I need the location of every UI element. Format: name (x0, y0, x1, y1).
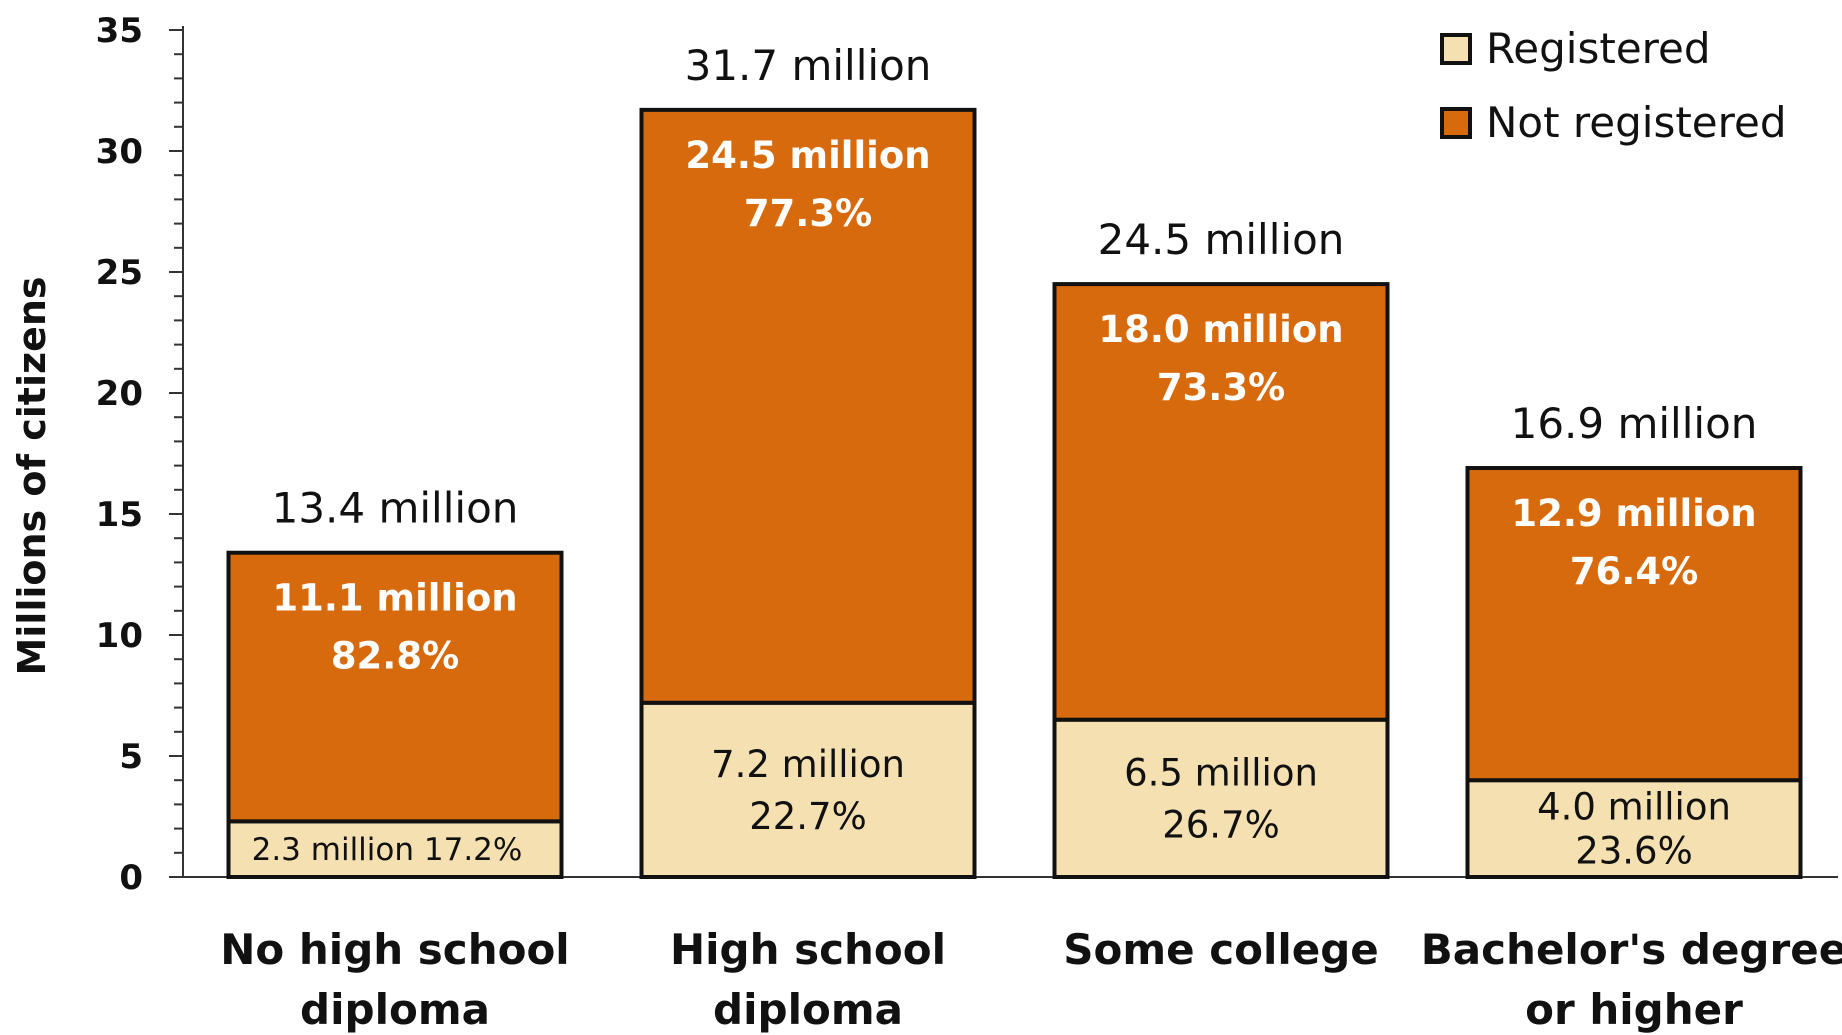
not-registered-data-label: 11.1 million (272, 577, 517, 620)
x-category-label: diploma (300, 985, 490, 1034)
x-category-label: or higher (1525, 985, 1743, 1034)
y-tick-label: 0 (119, 858, 143, 898)
not-registered-data-label: 12.9 million (1511, 492, 1756, 535)
not-registered-data-label: 73.3% (1157, 366, 1285, 409)
x-category-label: Some college (1063, 925, 1379, 974)
legend: Registered Not registered (1440, 24, 1786, 147)
registered-data-label: 26.7% (1162, 803, 1280, 846)
bar-registered (1052, 717, 1390, 880)
registered-data-label: 7.2 million (711, 743, 905, 786)
total-label: 24.5 million (1098, 215, 1345, 264)
y-tick-label: 10 (96, 616, 143, 656)
registered-data-label: 4.0 million (1537, 786, 1731, 829)
x-category-label: diploma (713, 985, 903, 1034)
registered-data-label: 22.7% (749, 795, 867, 838)
registered-data-label: 23.6% (1575, 830, 1693, 873)
bars-layer (226, 107, 1803, 880)
not-registered-data-label: 77.3% (744, 192, 872, 235)
not-registered-data-label: 24.5 million (685, 134, 930, 177)
not-registered-data-label: 82.8% (331, 635, 459, 678)
x-category-label: Bachelor's degree (1421, 925, 1842, 974)
registered-data-label: 6.5 million (1124, 751, 1318, 794)
legend-label: Not registered (1486, 98, 1786, 147)
legend-label: Registered (1486, 24, 1711, 73)
y-tick-label: 20 (96, 374, 143, 414)
bar-not-registered (1465, 466, 1803, 783)
total-label: 31.7 million (685, 41, 932, 90)
y-tick-label: 35 (96, 11, 143, 51)
registered-data-label: 2.3 million 17.2% (252, 832, 523, 868)
legend-swatch-registered (1440, 33, 1472, 65)
y-tick-label: 25 (96, 253, 143, 293)
bar-registered (1465, 778, 1803, 880)
bar-not-registered (639, 107, 977, 705)
labels-layer: 13.4 million 11.1 million 82.8% 2.3 million… (220, 41, 1842, 1034)
not-registered-data-label: 76.4% (1570, 550, 1698, 593)
y-tick-label: 30 (96, 132, 143, 172)
bar-not-registered (226, 550, 564, 824)
y-tick-label: 15 (96, 495, 143, 535)
total-label: 13.4 million (272, 484, 519, 533)
y-axis-title: Millions of citizens (10, 276, 54, 675)
y-tick-label: 5 (119, 737, 143, 777)
legend-swatch-not-registered (1440, 107, 1472, 139)
bar-registered (639, 700, 977, 880)
bar-not-registered (1052, 282, 1390, 722)
x-category-label: No high school (220, 925, 569, 974)
total-label: 16.9 million (1511, 399, 1758, 448)
not-registered-data-label: 18.0 million (1098, 308, 1343, 351)
x-category-label: High school (670, 925, 946, 974)
